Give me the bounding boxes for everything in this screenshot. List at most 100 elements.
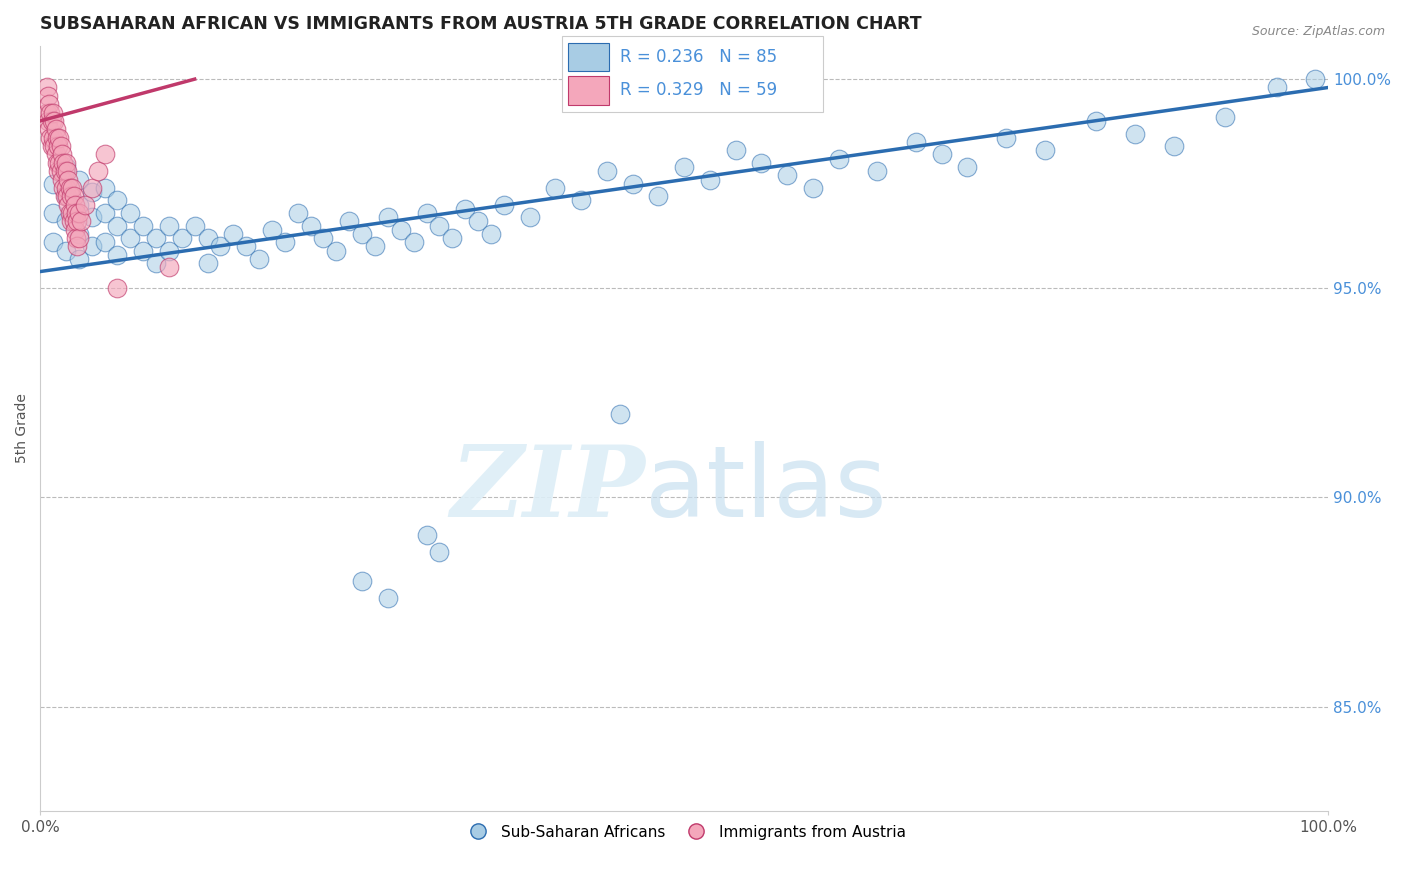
Point xyxy=(609,407,631,421)
Point xyxy=(75,197,97,211)
Point xyxy=(44,114,66,128)
Point xyxy=(389,223,412,237)
FancyBboxPatch shape xyxy=(568,76,609,104)
Point xyxy=(105,194,128,208)
Point xyxy=(48,156,70,170)
Point xyxy=(995,130,1018,145)
Point xyxy=(479,227,502,241)
Point xyxy=(429,545,451,559)
Point xyxy=(904,135,927,149)
Point xyxy=(45,122,67,136)
Point xyxy=(58,172,80,186)
Point xyxy=(53,164,76,178)
Point xyxy=(157,244,180,258)
Point xyxy=(157,219,180,233)
Point xyxy=(51,147,73,161)
Point xyxy=(38,97,60,112)
Point xyxy=(132,219,155,233)
Point xyxy=(52,156,75,170)
Point xyxy=(801,181,824,195)
Point xyxy=(1085,114,1108,128)
FancyBboxPatch shape xyxy=(568,43,609,71)
Point xyxy=(105,219,128,233)
Point xyxy=(299,219,322,233)
Point xyxy=(492,197,515,211)
Point xyxy=(55,244,77,258)
Text: R = 0.236   N = 85: R = 0.236 N = 85 xyxy=(620,48,776,66)
Point xyxy=(60,214,83,228)
Point xyxy=(956,160,979,174)
Point xyxy=(352,574,374,588)
Point xyxy=(402,235,425,250)
Point xyxy=(66,239,89,253)
Point xyxy=(35,80,58,95)
Point xyxy=(235,239,257,253)
Point xyxy=(67,227,90,241)
Point xyxy=(247,252,270,266)
Point xyxy=(67,197,90,211)
Point xyxy=(62,189,84,203)
Point xyxy=(56,164,79,178)
Text: SUBSAHARAN AFRICAN VS IMMIGRANTS FROM AUSTRIA 5TH GRADE CORRELATION CHART: SUBSAHARAN AFRICAN VS IMMIGRANTS FROM AU… xyxy=(41,15,922,33)
Point xyxy=(45,147,67,161)
Point xyxy=(569,194,592,208)
Point xyxy=(53,189,76,203)
Point xyxy=(699,172,721,186)
Text: R = 0.329   N = 59: R = 0.329 N = 59 xyxy=(620,81,776,99)
Point xyxy=(325,244,347,258)
Point xyxy=(352,227,374,241)
Point xyxy=(37,114,59,128)
Point xyxy=(312,231,335,245)
Point xyxy=(52,181,75,195)
Point xyxy=(170,231,193,245)
Point xyxy=(93,206,115,220)
Y-axis label: 5th Grade: 5th Grade xyxy=(15,393,30,463)
Point xyxy=(183,219,205,233)
Point xyxy=(337,214,360,228)
Text: Source: ZipAtlas.com: Source: ZipAtlas.com xyxy=(1251,25,1385,38)
Point xyxy=(454,202,477,216)
Point xyxy=(55,160,77,174)
Point xyxy=(56,189,79,203)
Point xyxy=(145,256,167,270)
Point xyxy=(55,181,77,195)
Point xyxy=(222,227,245,241)
Legend: Sub-Saharan Africans, Immigrants from Austria: Sub-Saharan Africans, Immigrants from Au… xyxy=(457,819,911,846)
Point xyxy=(35,105,58,120)
Point xyxy=(67,206,90,220)
Point xyxy=(37,88,59,103)
FancyBboxPatch shape xyxy=(562,36,823,112)
Point xyxy=(209,239,232,253)
Point xyxy=(544,181,567,195)
Point xyxy=(59,181,82,195)
Point xyxy=(60,189,83,203)
Point xyxy=(1033,143,1056,157)
Point xyxy=(46,139,69,153)
Point xyxy=(45,156,67,170)
Point xyxy=(1163,139,1185,153)
Point xyxy=(132,244,155,258)
Point xyxy=(67,172,90,186)
Point xyxy=(260,223,283,237)
Point xyxy=(197,256,219,270)
Point xyxy=(67,252,90,266)
Point xyxy=(93,147,115,161)
Point xyxy=(866,164,889,178)
Point xyxy=(80,239,103,253)
Text: atlas: atlas xyxy=(645,442,887,538)
Point xyxy=(429,219,451,233)
Point xyxy=(51,172,73,186)
Point xyxy=(62,214,84,228)
Point xyxy=(80,185,103,199)
Point xyxy=(364,239,387,253)
Point xyxy=(55,156,77,170)
Point xyxy=(621,177,644,191)
Point xyxy=(39,105,62,120)
Point xyxy=(751,156,773,170)
Point xyxy=(87,164,110,178)
Point xyxy=(157,260,180,275)
Point xyxy=(70,214,93,228)
Point xyxy=(55,214,77,228)
Point xyxy=(42,206,65,220)
Point xyxy=(42,235,65,250)
